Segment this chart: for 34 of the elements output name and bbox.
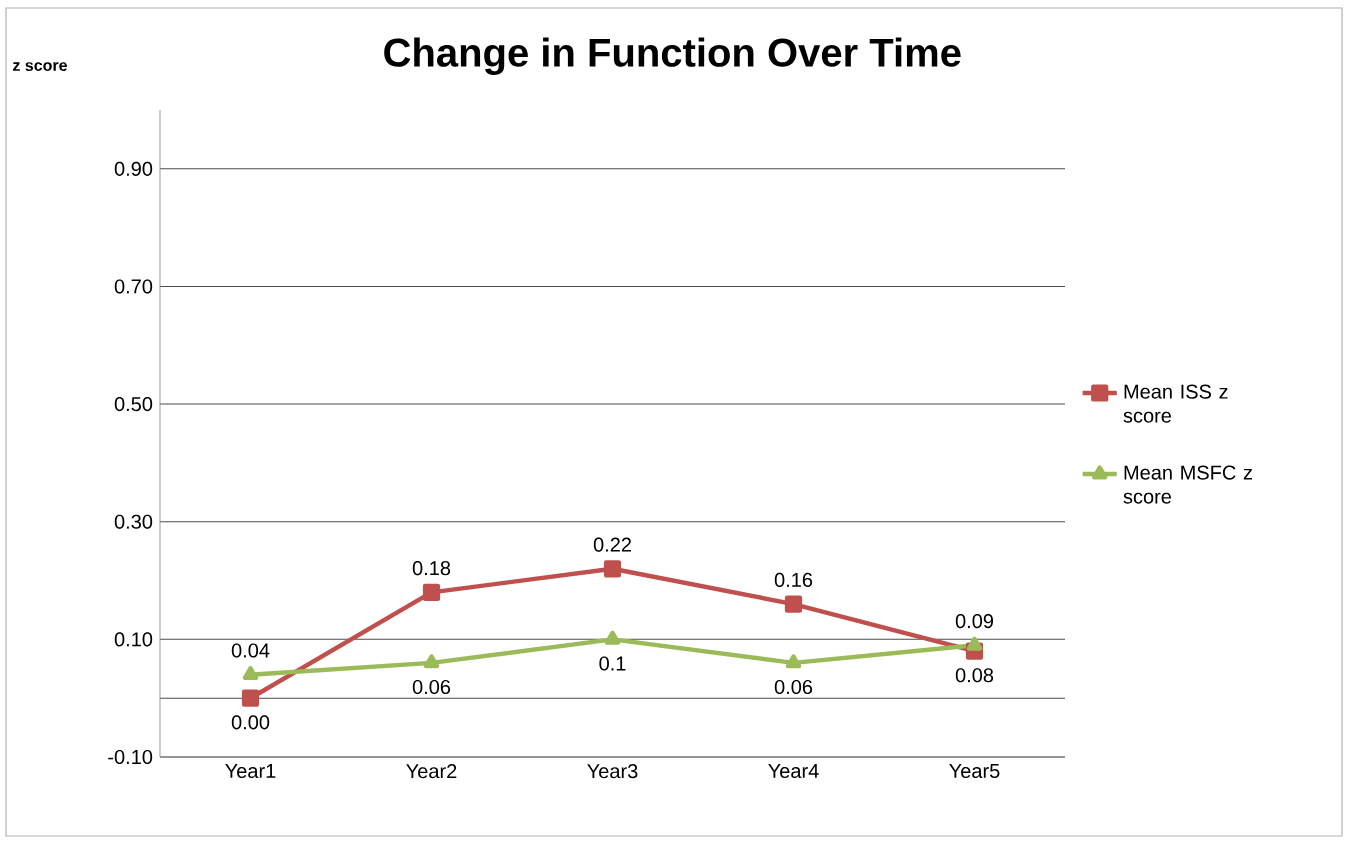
- point: [604, 630, 621, 645]
- y-axis-title: z score: [13, 62, 67, 71]
- point: [603, 560, 622, 578]
- data-label: 0.1: [599, 656, 626, 671]
- x-tick-label: Year5: [949, 764, 1000, 779]
- chart-title: Change in Function Over Time: [384, 37, 961, 75]
- legend-label: Mean MSFC z score: [1123, 465, 1252, 504]
- data-label: 0.08: [955, 668, 994, 683]
- y-tick-label: 0.10: [114, 632, 153, 647]
- data-label: 0.18: [412, 561, 451, 576]
- y-tick-label: 0.50: [114, 397, 153, 412]
- data-label: 0.06: [412, 679, 451, 695]
- x-tick-label: Year3: [587, 764, 638, 779]
- point: [241, 689, 260, 707]
- y-tick-label: 0.70: [114, 279, 153, 294]
- y-tick-label: -0.10: [108, 749, 153, 765]
- point: [242, 666, 259, 681]
- data-label: 0.09: [955, 614, 994, 629]
- point: [784, 595, 803, 613]
- x-tick-label: Year4: [768, 764, 819, 779]
- y-tick-label: 0.90: [114, 161, 153, 176]
- point: [423, 654, 440, 669]
- data-label: 0.06: [774, 679, 813, 695]
- point: [785, 654, 802, 669]
- legend-label: Mean ISS z score: [1123, 384, 1228, 423]
- data-label: 0.16: [774, 572, 813, 587]
- data-label: 0.22: [593, 537, 631, 552]
- x-tick-label: Year2: [406, 764, 457, 779]
- data-label: 0.00: [231, 715, 270, 730]
- data-label: 0.04: [231, 643, 270, 658]
- point: [422, 583, 441, 601]
- x-tick-label: Year1: [225, 764, 276, 779]
- point: [966, 636, 983, 651]
- y-tick-label: 0.30: [114, 514, 153, 529]
